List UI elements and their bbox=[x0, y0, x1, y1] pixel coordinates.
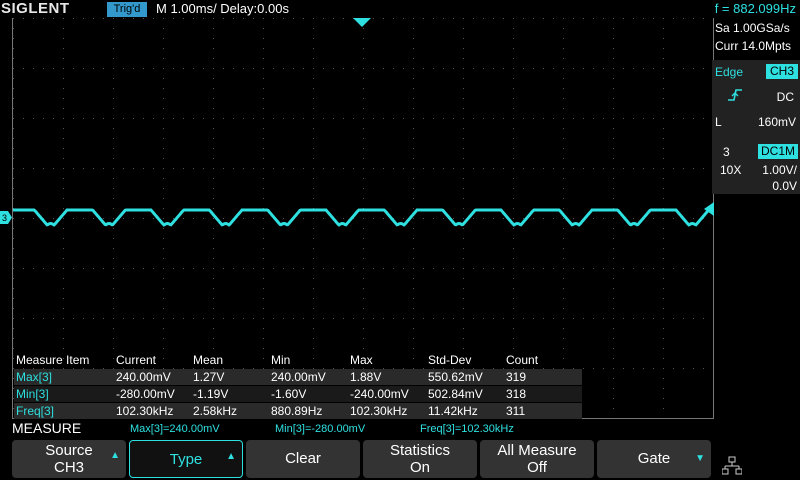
gate-button[interactable]: Gate ▼ bbox=[597, 440, 711, 478]
network-icon bbox=[722, 456, 742, 475]
trigger-coupling: DC bbox=[776, 90, 794, 104]
gate-label: Gate bbox=[637, 450, 671, 467]
measure-summary-max: Max[3]=240.00mV bbox=[130, 423, 220, 435]
clear-label: Clear bbox=[285, 450, 321, 467]
cell-max: 1.88V bbox=[350, 370, 382, 384]
header-current: Current bbox=[116, 353, 157, 367]
header-max: Max bbox=[350, 353, 373, 367]
trigger-level-label: L bbox=[715, 115, 722, 129]
trigger-position-marker[interactable] bbox=[353, 18, 371, 28]
trigger-type: Edge bbox=[715, 65, 744, 79]
trigger-info-box[interactable]: Edge CH3 DC L 160mV bbox=[712, 60, 800, 150]
table-header-row: Measure Item Current Mean Min Max Std-De… bbox=[14, 352, 582, 368]
all-measure-button[interactable]: All Measure Off bbox=[480, 440, 594, 478]
trigger-source: CH3 bbox=[766, 64, 798, 79]
probe-attenuation: 10X bbox=[720, 163, 742, 177]
menu-title: MEASURE bbox=[12, 420, 82, 436]
cell-count: 311 bbox=[506, 404, 526, 418]
sample-rate: Sa 1.00GSa/s bbox=[715, 21, 790, 35]
cell-count: 318 bbox=[506, 387, 527, 401]
cell-min: 880.89Hz bbox=[271, 404, 323, 418]
trigger-level-marker[interactable] bbox=[704, 202, 714, 216]
measure-item: Max[3] bbox=[16, 370, 53, 384]
rising-edge-icon bbox=[728, 89, 742, 101]
top-status-bar bbox=[0, 0, 800, 18]
type-label: Type bbox=[169, 451, 203, 468]
cell-mean: 1.27V bbox=[193, 370, 225, 384]
cell-min: 240.00mV bbox=[271, 370, 326, 384]
source-value: CH3 bbox=[53, 459, 84, 476]
trigger-status-badge: Trig'd bbox=[107, 2, 147, 17]
table-row: Freq[3] 102.30kHz 2.58kHz 880.89Hz 102.3… bbox=[14, 403, 582, 419]
cell-current: 102.30kHz bbox=[116, 404, 174, 418]
measure-item: Freq[3] bbox=[16, 404, 55, 418]
memory-depth: Curr 14.0Mpts bbox=[715, 39, 792, 53]
channel-3-offset-marker[interactable]: 3 bbox=[0, 211, 12, 224]
svg-text:3: 3 bbox=[2, 213, 7, 223]
cell-std-dev: 550.62mV bbox=[428, 370, 483, 384]
channel-number: 3 bbox=[723, 145, 730, 159]
table-row: Min[3] -280.00mV -1.19V -1.60V -240.00mV… bbox=[14, 386, 582, 402]
source-button[interactable]: Source CH3 ▲ bbox=[12, 440, 126, 478]
header-measure-item: Measure Item bbox=[16, 353, 90, 367]
measure-summary-freq: Freq[3]=102.30kHz bbox=[420, 423, 514, 435]
brand-logo: SIGLENT bbox=[1, 0, 70, 17]
all-measure-value: Off bbox=[527, 459, 547, 476]
source-label: Source bbox=[45, 442, 93, 459]
cell-std-dev: 502.84mV bbox=[428, 387, 483, 401]
vertical-scale: 1.00V/ bbox=[762, 163, 797, 177]
statistics-button[interactable]: Statistics On bbox=[363, 440, 477, 478]
cell-max: -240.00mV bbox=[350, 387, 409, 401]
header-count: Count bbox=[506, 353, 539, 367]
right-info-panel: Sa 1.00GSa/s Curr 14.0Mpts Edge CH3 DC L… bbox=[712, 18, 800, 438]
cell-max: 102.30kHz bbox=[350, 404, 408, 418]
type-button[interactable]: Type ▲ bbox=[129, 440, 243, 478]
frequency-counter: f = 882.099Hz bbox=[714, 1, 796, 16]
clear-button[interactable]: Clear bbox=[246, 440, 360, 478]
cell-std-dev: 11.42kHz bbox=[428, 404, 478, 418]
cell-mean: 2.58kHz bbox=[193, 404, 238, 418]
cell-current: 240.00mV bbox=[116, 370, 171, 384]
cell-current: -280.00mV bbox=[116, 387, 175, 401]
statistics-value: On bbox=[409, 459, 430, 476]
measure-item: Min[3] bbox=[16, 387, 49, 401]
measure-summary-min: Min[3]=-280.00mV bbox=[275, 423, 366, 435]
channel-impedance: DC1M bbox=[758, 144, 798, 159]
cell-count: 319 bbox=[506, 370, 527, 384]
header-mean: Mean bbox=[193, 353, 224, 367]
all-measure-label: All Measure bbox=[497, 442, 577, 459]
vertical-offset: 0.0V bbox=[772, 179, 797, 193]
up-arrow-icon: ▲ bbox=[110, 450, 120, 461]
measure-menu-bar bbox=[0, 419, 800, 437]
channel-3-waveform bbox=[13, 208, 713, 227]
down-arrow-icon: ▼ bbox=[695, 453, 705, 464]
table-row: Max[3] 240.00mV 1.27V 240.00mV 1.88V 550… bbox=[14, 369, 582, 385]
cell-mean: -1.19V bbox=[193, 387, 229, 401]
statistics-label: Statistics bbox=[389, 442, 450, 459]
header-min: Min bbox=[271, 353, 291, 367]
up-arrow-icon: ▲ bbox=[226, 451, 236, 462]
trigger-level-value: 160mV bbox=[757, 115, 796, 129]
cell-min: -1.60V bbox=[271, 387, 307, 401]
channel-3-info-box[interactable]: 3 DC1M 10X 1.00V/ 0.0V bbox=[712, 142, 800, 194]
header-std-dev: Std-Dev bbox=[428, 353, 472, 367]
timebase-readout[interactable]: M 1.00ms/ Delay:0.00s bbox=[156, 1, 289, 16]
